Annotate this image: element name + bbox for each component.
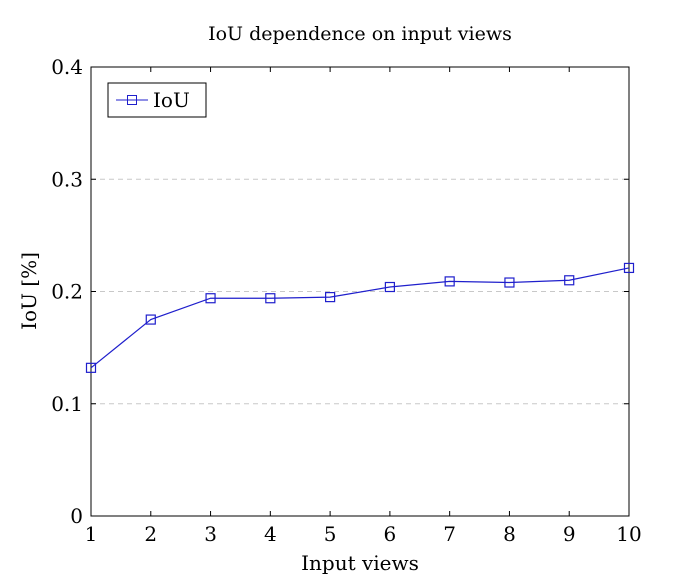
x-tick-label: 8 (503, 522, 516, 546)
x-tick-label: 4 (264, 522, 277, 546)
y-tick-label: 0.1 (51, 392, 83, 416)
series-layer (85, 262, 635, 373)
data-point-marker (384, 281, 395, 293)
x-tick-labels: 1 2 3 4 5 6 7 8 9 10 (85, 522, 642, 546)
axis-ticks (90, 66, 630, 517)
y-tick-label: 0.4 (51, 55, 83, 79)
x-tick-label: 10 (616, 522, 641, 546)
data-point-marker (85, 362, 97, 373)
x-tick-label: 3 (204, 522, 217, 546)
data-point-marker (325, 292, 336, 303)
series-line-iou (90, 267, 630, 369)
x-tick-label: 9 (563, 522, 576, 546)
legend-label: IoU (153, 88, 190, 112)
chart-title: IoU dependence on input views (208, 23, 512, 45)
x-tick-label: 7 (443, 522, 456, 546)
data-point-marker (504, 277, 515, 288)
x-tick-label: 6 (384, 522, 397, 546)
y-tick-label: 0 (70, 504, 83, 528)
data-point-marker (444, 276, 455, 287)
y-axis-label: IoU [%] (17, 252, 41, 330)
data-point-marker (564, 275, 575, 286)
x-tick-label: 2 (144, 522, 157, 546)
data-point-marker (145, 314, 156, 325)
data-point-marker (205, 293, 216, 304)
y-tick-labels: 0 0.1 0.2 0.3 0.4 (51, 55, 83, 528)
legend-marker-square (127, 95, 137, 105)
data-point-marker (623, 262, 635, 274)
y-tick-label: 0.2 (51, 280, 83, 304)
x-tick-label: 5 (324, 522, 337, 546)
legend: IoU (107, 82, 207, 118)
x-tick-label: 1 (85, 522, 98, 546)
y-tick-label: 0.3 (51, 167, 83, 191)
data-point-marker (265, 293, 276, 304)
x-axis-label: Input views (301, 551, 419, 575)
